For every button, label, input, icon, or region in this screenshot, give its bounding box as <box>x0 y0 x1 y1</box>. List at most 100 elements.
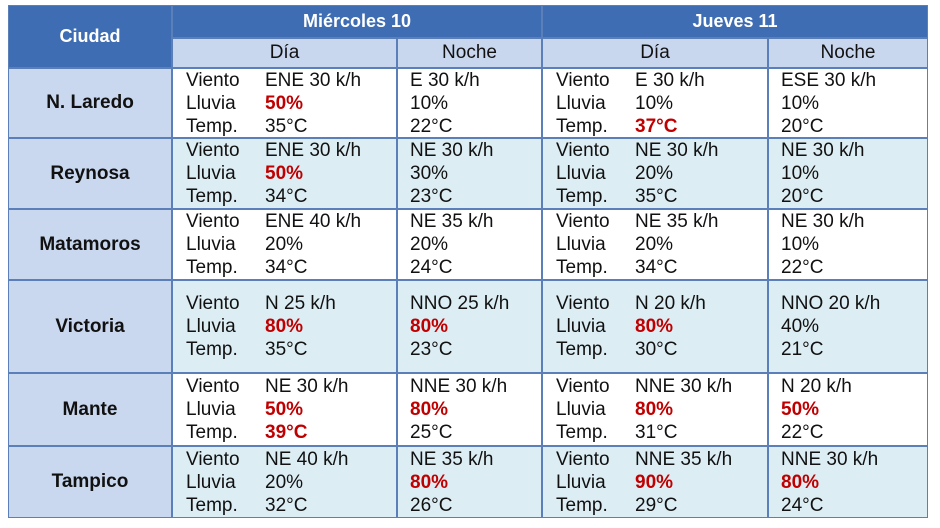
row-label: Viento <box>186 69 240 91</box>
row-label: Temp. <box>186 115 238 137</box>
row-label: Temp. <box>556 494 608 516</box>
forecast-cell: NE 30 k/h 10% 22°C <box>768 209 928 280</box>
row-label: Temp. <box>186 422 238 443</box>
wind-value: ENE 30 k/h <box>265 140 362 161</box>
forecast-cell: NE 30 k/h 30% 23°C <box>397 138 542 209</box>
forecast-cell: NNE 30 k/h 80% 25°C <box>397 373 542 446</box>
wind-value: NNE 30 k/h <box>410 376 508 397</box>
row-label: Lluvia <box>556 163 606 184</box>
forecast-cell: NNO 20 k/h 40% 21°C <box>768 280 928 373</box>
wind-value: NNE 30 k/h <box>635 376 733 397</box>
row-label: Viento <box>186 140 240 161</box>
forecast-cell: Viento NNE 35 k/h Lluvia 90% Temp. 29°C <box>542 446 768 518</box>
rain-value: 10% <box>781 92 820 114</box>
forecast-cell: Viento N 25 k/h Lluvia 80% Temp. 35°C <box>172 280 397 373</box>
temp-value: 30°C <box>635 339 678 360</box>
rain-value: 80% <box>635 399 674 420</box>
rain-value: 10% <box>635 92 674 114</box>
temp-value: 25°C <box>410 422 453 443</box>
wind-value: N 20 k/h <box>635 293 706 314</box>
row-label: Temp. <box>556 186 608 207</box>
city-name: Victoria <box>8 280 172 373</box>
city-name: Matamoros <box>8 209 172 280</box>
wind-value: ESE 30 k/h <box>781 69 877 91</box>
row-label: Lluvia <box>556 316 606 337</box>
temp-value: 32°C <box>265 494 308 516</box>
header-day: Miércoles 10 <box>172 5 542 38</box>
row-label: Viento <box>186 448 240 470</box>
rain-value: 50% <box>265 399 304 420</box>
rain-value: 80% <box>410 399 449 420</box>
temp-value: 26°C <box>410 494 453 516</box>
row-label: Temp. <box>186 257 238 278</box>
temp-value: 20°C <box>781 115 824 137</box>
row-label: Viento <box>186 376 240 397</box>
row-label: Temp. <box>556 339 608 360</box>
forecast-cell: NE 35 k/h 20% 24°C <box>397 209 542 280</box>
header-period: Día <box>542 38 768 68</box>
row-label: Lluvia <box>556 471 606 493</box>
header-city: Ciudad <box>8 5 172 68</box>
temp-value: 35°C <box>635 186 678 207</box>
temp-value: 31°C <box>635 422 678 443</box>
temp-value: 39°C <box>265 422 308 443</box>
wind-value: NE 30 k/h <box>781 140 865 161</box>
wind-value: NE 35 k/h <box>635 211 719 232</box>
forecast-cell: N 20 k/h 50% 22°C <box>768 373 928 446</box>
wind-value: NE 35 k/h <box>410 448 494 470</box>
header-day: Jueves 11 <box>542 5 928 38</box>
rain-value: 20% <box>265 234 304 255</box>
row-label: Lluvia <box>556 234 606 255</box>
forecast-cell: Viento NE 40 k/h Lluvia 20% Temp. 32°C <box>172 446 397 518</box>
forecast-cell: Viento E 30 k/h Lluvia 10% Temp. 37°C <box>542 68 768 138</box>
row-label: Lluvia <box>186 471 236 493</box>
row-label: Viento <box>556 376 610 397</box>
forecast-cell: Viento NE 30 k/h Lluvia 20% Temp. 35°C <box>542 138 768 209</box>
forecast-cell: Viento NNE 30 k/h Lluvia 80% Temp. 31°C <box>542 373 768 446</box>
rain-value: 90% <box>635 471 674 493</box>
row-label: Lluvia <box>186 92 236 114</box>
temp-value: 34°C <box>635 257 678 278</box>
forecast-cell: NE 30 k/h 10% 20°C <box>768 138 928 209</box>
forecast-cell: ESE 30 k/h 10% 20°C <box>768 68 928 138</box>
forecast-cell: Viento ENE 30 k/h Lluvia 50% Temp. 34°C <box>172 138 397 209</box>
wind-value: NNE 35 k/h <box>635 448 733 470</box>
rain-value: 10% <box>781 163 820 184</box>
forecast-cell: NE 35 k/h 80% 26°C <box>397 446 542 518</box>
wind-value: NE 35 k/h <box>410 211 494 232</box>
city-name: Reynosa <box>8 138 172 209</box>
temp-value: 20°C <box>781 186 824 207</box>
header-period: Día <box>172 38 397 68</box>
rain-value: 20% <box>265 471 304 493</box>
row-label: Lluvia <box>186 163 236 184</box>
row-label: Temp. <box>556 257 608 278</box>
row-label: Viento <box>186 211 240 232</box>
wind-value: NE 40 k/h <box>265 448 349 470</box>
rain-value: 80% <box>265 316 304 337</box>
rain-value: 80% <box>635 316 674 337</box>
row-label: Lluvia <box>186 234 236 255</box>
forecast-cell: E 30 k/h 10% 22°C <box>397 68 542 138</box>
wind-value: NE 30 k/h <box>410 140 494 161</box>
city-name: Mante <box>8 373 172 446</box>
temp-value: 29°C <box>635 494 678 516</box>
row-label: Lluvia <box>186 399 236 420</box>
row-label: Viento <box>556 69 610 91</box>
row-label: Lluvia <box>556 399 606 420</box>
rain-value: 30% <box>410 163 449 184</box>
wind-value: NE 30 k/h <box>265 376 349 397</box>
temp-value: 34°C <box>265 257 308 278</box>
temp-value: 34°C <box>265 186 308 207</box>
wind-value: NE 30 k/h <box>635 140 719 161</box>
rain-value: 50% <box>265 92 304 114</box>
forecast-cell: Viento NE 30 k/h Lluvia 50% Temp. 39°C <box>172 373 397 446</box>
temp-value: 24°C <box>410 257 453 278</box>
temp-value: 37°C <box>635 115 678 137</box>
temp-value: 24°C <box>781 494 824 516</box>
temp-value: 22°C <box>781 422 824 443</box>
wind-value: NNO 25 k/h <box>410 293 510 314</box>
wind-value: NNO 20 k/h <box>781 293 881 314</box>
forecast-cell: Viento NE 35 k/h Lluvia 20% Temp. 34°C <box>542 209 768 280</box>
wind-value: N 20 k/h <box>781 376 852 397</box>
row-label: Viento <box>556 140 610 161</box>
